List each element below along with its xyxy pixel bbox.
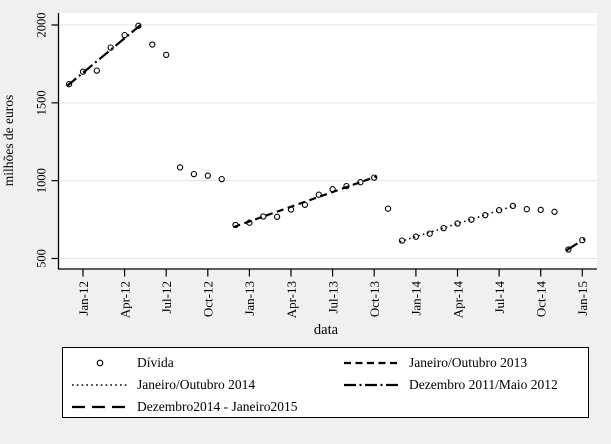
fit-line [399,204,516,243]
data-point [537,206,544,214]
x-tick-label: Apr-12 [117,281,132,318]
x-tick-label: Jan-12 [76,281,91,316]
x-tick-label: Jan-13 [242,281,257,316]
data-point [551,208,558,215]
data-point [426,230,433,237]
legend: Dívida Janeiro/Outubro 2013 Janeiro/Outu… [62,347,589,418]
legend-entry-jan-out-2014: Janeiro/Outubro 2014 [71,374,255,395]
dotted-line-icon [71,378,129,392]
legend-entry-jan-out-2013: Janeiro/Outubro 2013 [343,352,527,373]
data-point [412,233,420,240]
dashdot-line-icon [343,378,401,392]
data-point [176,164,184,171]
legend-entry-dez14-jan15: Dezembro2014 - Janeiro2015 [71,396,297,417]
data-point [204,172,211,179]
y-tick-label: 1000 [35,168,49,193]
circle-marker-icon [71,356,129,370]
legend-label: Janeiro/Outubro 2013 [409,355,528,370]
data-point [273,213,281,220]
data-point [65,81,73,88]
legend-label: Dívida [137,355,174,370]
legend-label: Janeiro/Outubro 2014 [137,377,256,392]
y-tick-label: 2000 [35,13,49,38]
x-axis-title: data [314,322,339,338]
legend-label: Dezembro 2011/Maio 2012 [409,377,558,392]
dashed-line-icon [343,356,401,370]
y-axis-title: milhões de euros [1,95,16,186]
fit-line [233,175,378,229]
y-tick-label: 1500 [35,90,49,115]
data-point [163,51,170,59]
data-point [93,67,100,74]
x-tick-label: Jan-14 [409,281,424,316]
x-tick-label: Oct-12 [201,281,216,317]
x-tick-label: Apr-13 [284,281,299,318]
data-point [579,236,586,244]
data-point [107,44,114,51]
x-tick-label: Oct-13 [367,281,382,317]
chart-svg: 500 1000 1500 2000 Jan-12 Apr-12 Jul-12 Oct-12 J… [1,13,597,338]
legend-label: Dezembro2014 - Janeiro2015 [137,399,298,414]
x-tick-label: Apr-14 [450,281,465,319]
x-tick-label: Jan-15 [575,281,590,316]
data-point [149,41,156,48]
plot-background [58,13,597,269]
x-tick-label: Jul-12 [159,281,174,314]
data-point [315,191,322,198]
longdash-line-icon [71,400,129,414]
x-tick-label: Oct-14 [534,281,549,318]
legend-entry-dez11-maio12: Dezembro 2011/Maio 2012 [343,374,558,395]
fit-line [66,23,142,87]
data-point [190,170,198,178]
data-point [384,205,392,212]
data-point [523,206,530,213]
x-tick-label: Jul-14 [492,281,507,314]
legend-entry-divida: Dívida [71,352,174,373]
axes [57,13,597,270]
data-point [371,174,378,181]
fit-line [565,237,586,252]
x-tick-label: Jul-13 [325,281,340,314]
data-point [343,182,350,190]
y-tick-label: 500 [35,249,49,268]
data-point [218,175,225,183]
